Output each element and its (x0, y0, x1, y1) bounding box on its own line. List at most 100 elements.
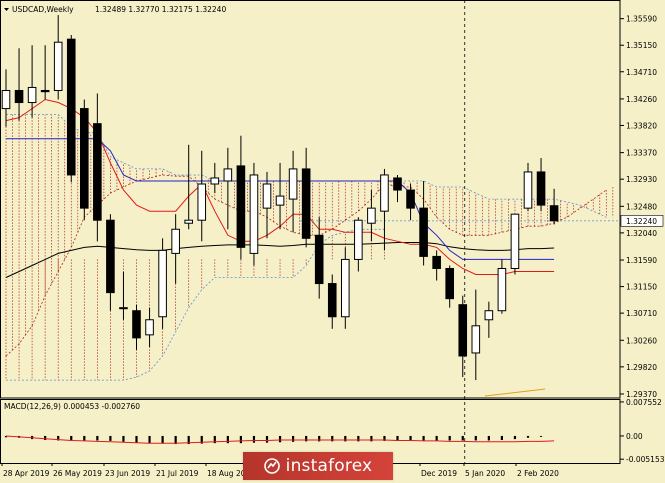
watermark-text: instaforex (285, 456, 373, 476)
candle-body (171, 228, 180, 254)
main-panel-frame (0, 0, 621, 399)
current-price-label: 1.32240 (626, 217, 657, 226)
candle-body (354, 219, 363, 260)
price-tick-label: 1.30260 (626, 336, 657, 345)
candle (367, 190, 376, 242)
candle-body (445, 267, 454, 300)
price-tick-label: 1.34260 (626, 95, 657, 104)
candle (445, 265, 454, 308)
candle-body (249, 174, 259, 254)
candle-body (314, 234, 324, 285)
candle-body (1, 89, 11, 110)
candle-body (80, 108, 89, 209)
candle (432, 250, 441, 281)
price-tick-label: 1.30710 (626, 309, 657, 318)
candle-body (27, 86, 37, 104)
price-tick-label: 1.34710 (626, 68, 657, 77)
candle-body (288, 168, 298, 200)
candle (210, 162, 220, 194)
candle (132, 304, 141, 350)
date-tick-label: 21 Jul 2019 (156, 469, 199, 478)
candle (549, 188, 559, 225)
candle (93, 93, 102, 242)
candle (1, 69, 11, 127)
lower-trend-line (484, 388, 546, 397)
price-tick-label: 1.33370 (626, 149, 657, 158)
macd-signal-line (5, 435, 555, 444)
candle-body (536, 171, 546, 206)
candle (14, 48, 24, 121)
candle-body (14, 89, 24, 104)
price-tick-label: 1.31590 (626, 256, 657, 265)
candle (275, 162, 285, 230)
candle (458, 295, 468, 378)
candle-body (380, 174, 389, 212)
candle (497, 259, 507, 314)
sma-line (5, 242, 555, 278)
candle-body (236, 165, 246, 248)
candle-body (393, 177, 402, 191)
candle-body (145, 319, 154, 336)
candle-body (301, 168, 311, 239)
candle-body (497, 267, 507, 312)
candle (236, 135, 246, 260)
candle (327, 274, 337, 329)
candle-body (458, 304, 468, 357)
candle (393, 174, 402, 203)
candles (1, 15, 559, 381)
candle (66, 34, 76, 183)
candle-body (93, 123, 102, 221)
candle-body (367, 207, 376, 224)
price-tick-label: 1.31150 (626, 283, 657, 292)
price-tick-label: 1.35150 (626, 41, 657, 50)
candle (80, 99, 89, 221)
candle-body (184, 219, 193, 224)
watermark: instaforex (243, 452, 393, 480)
macd-label: MACD(12,26,9) 0.000453 -0.002760 (4, 402, 140, 411)
date-tick-label: 28 Apr 2019 (3, 469, 50, 478)
candle (262, 171, 272, 239)
candle (406, 184, 415, 221)
candle-body (40, 89, 50, 93)
candle (471, 289, 481, 381)
candle-body (223, 168, 233, 182)
price-tick-label: 1.32930 (626, 175, 657, 184)
price-tick-label: 1.33820 (626, 121, 657, 130)
price-tick-label: 1.32040 (626, 229, 657, 238)
candle-body (132, 310, 141, 339)
chart-symbol: USDCAD,Weekly (12, 5, 74, 14)
macd-tick-label: -0.005153 (626, 455, 665, 464)
candle (341, 247, 350, 329)
candle (119, 271, 128, 320)
candle-body (549, 205, 559, 222)
candle-body (106, 219, 115, 294)
candle-body (119, 307, 128, 310)
price-tick-label: 1.29820 (626, 363, 657, 372)
candle (184, 144, 193, 230)
candle (536, 158, 546, 212)
chart-ohlc: 1.32489 1.32770 1.32175 1.32240 (95, 5, 226, 14)
candle (223, 147, 233, 230)
candle (380, 168, 389, 251)
candle-body (53, 41, 63, 91)
candle-body (523, 171, 533, 209)
macd-tick-label: 0.00 (626, 432, 643, 441)
candle-body (432, 255, 441, 269)
candle-body (158, 249, 167, 318)
candle (419, 180, 428, 266)
current-price-box (620, 215, 664, 227)
date-tick-label: Dec 2019 (421, 469, 457, 478)
candle-body (471, 325, 481, 354)
candle-body (406, 189, 415, 209)
price-tick-label: 1.35590 (626, 15, 657, 24)
candle (197, 150, 207, 242)
date-tick-label: 26 May 2019 (53, 469, 102, 478)
dropdown-triangle-icon (4, 8, 9, 11)
price-tick-label: 1.32480 (626, 202, 657, 211)
candle (523, 162, 533, 212)
candle (314, 217, 324, 299)
candle-body (275, 195, 285, 206)
candle (301, 147, 311, 248)
